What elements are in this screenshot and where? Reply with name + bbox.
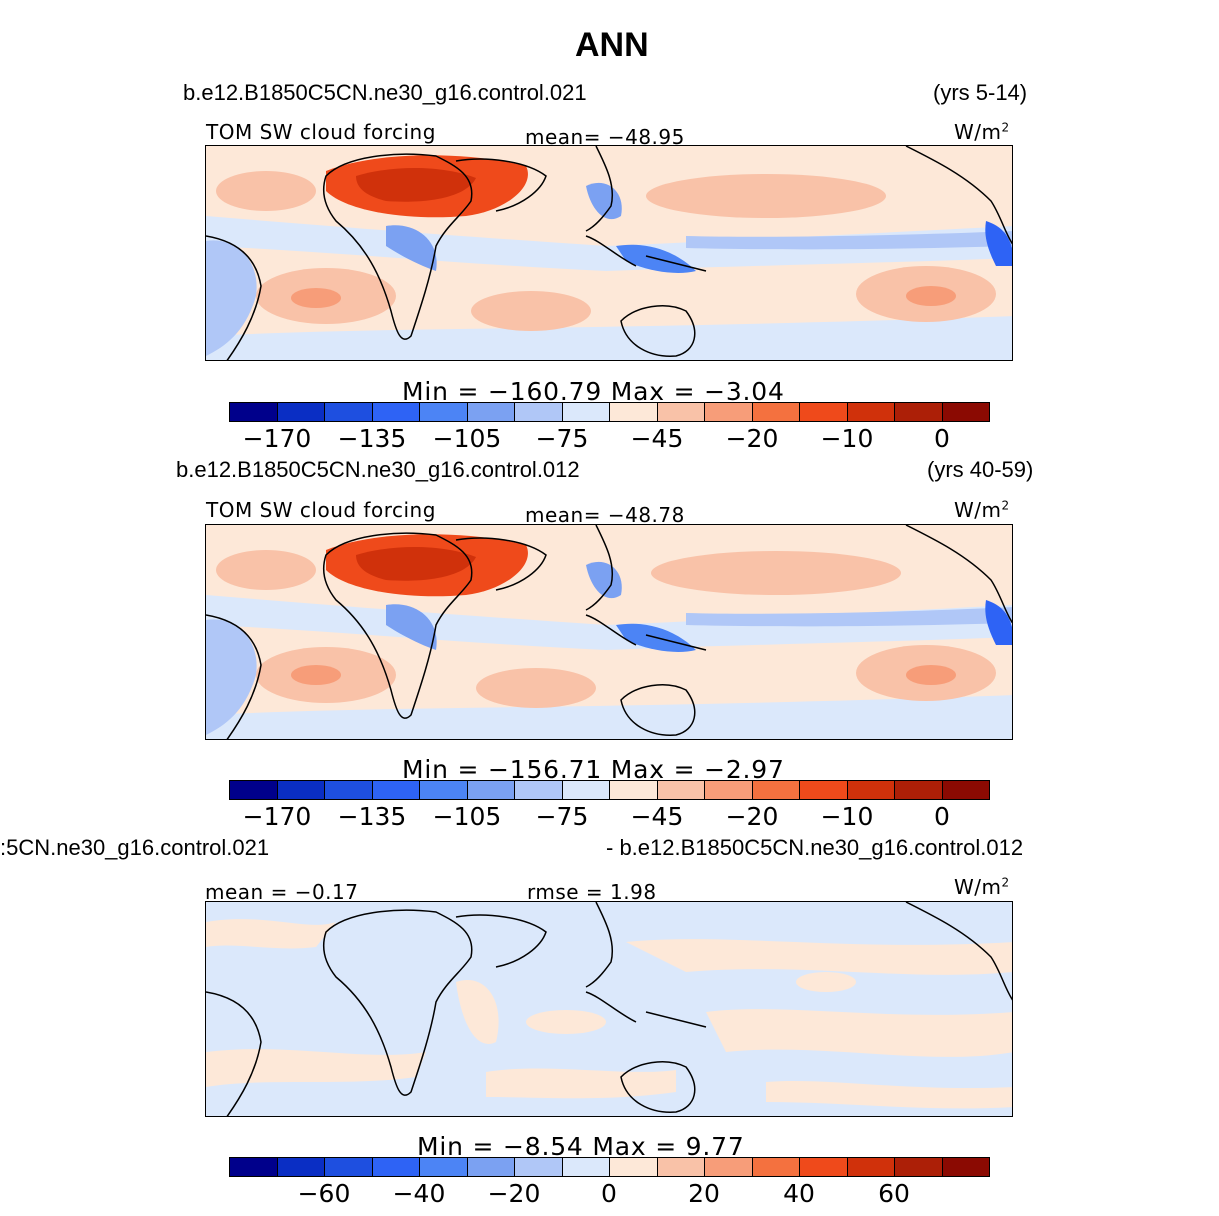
panel1-variable: TOM SW cloud forcing	[206, 120, 436, 144]
colorbar-swatch	[942, 781, 989, 799]
panel2-case-name: b.e12.B1850C5CN.ne30_g16.control.012	[176, 457, 580, 482]
colorbar-swatch	[895, 1158, 943, 1176]
colorbar-swatch	[562, 1158, 610, 1176]
panel3-tick: 20	[688, 1179, 720, 1208]
panel1-tick: −20	[725, 424, 779, 453]
panel2-variable: TOM SW cloud forcing	[206, 498, 436, 522]
panel2-units: W/m2	[954, 498, 1010, 522]
colorbar-swatch	[230, 781, 278, 799]
colorbar-swatch	[657, 1158, 705, 1176]
colorbar-swatch	[230, 1158, 278, 1176]
panel2-tick: −10	[820, 802, 874, 831]
panel3-minmax: Min = −8.54 Max = 9.77	[417, 1132, 745, 1161]
colorbar-swatch	[515, 1158, 563, 1176]
colorbar-swatch	[752, 403, 800, 421]
colorbar-swatch	[610, 1158, 658, 1176]
colorbar-swatch	[942, 1158, 989, 1176]
panel1-tick: −10	[820, 424, 874, 453]
colorbar-swatch	[800, 781, 848, 799]
colorbar-swatch	[895, 781, 943, 799]
colorbar-swatch	[562, 403, 610, 421]
panel1-tick: −105	[432, 424, 502, 453]
colorbar-swatch	[420, 781, 468, 799]
colorbar-swatch	[847, 781, 895, 799]
panel1-tick: −75	[535, 424, 589, 453]
colorbar-swatch	[942, 403, 989, 421]
colorbar-swatch	[325, 781, 373, 799]
colorbar-swatch	[277, 403, 325, 421]
panel2-tick: −75	[535, 802, 589, 831]
panel2-tick: −135	[337, 802, 407, 831]
colorbar-swatch	[325, 403, 373, 421]
panel3-rmse: rmse = 1.98	[527, 880, 657, 904]
panel3-tick: 0	[601, 1179, 617, 1208]
colorbar-swatch	[230, 403, 278, 421]
panel3-right-label: - b.e12.B1850C5CN.ne30_g16.control.012	[606, 835, 1024, 860]
colorbar-swatch	[467, 781, 515, 799]
colorbar-swatch	[562, 781, 610, 799]
panel2-years: (yrs 40-59)	[927, 457, 1034, 482]
figure-title: ANN	[575, 26, 649, 64]
panel2-colorbar	[229, 780, 990, 800]
colorbar-swatch	[420, 403, 468, 421]
panel2-tick: −170	[242, 802, 312, 831]
panel2-map	[205, 524, 1013, 740]
panel1-case-name: b.e12.B1850C5CN.ne30_g16.control.021	[183, 80, 587, 105]
colorbar-swatch	[752, 781, 800, 799]
panel3-tick: −60	[297, 1179, 351, 1208]
colorbar-swatch	[895, 403, 943, 421]
panel3-tick: 60	[878, 1179, 910, 1208]
colorbar-swatch	[277, 781, 325, 799]
panel2-tick: −20	[725, 802, 779, 831]
colorbar-swatch	[657, 781, 705, 799]
colorbar-swatch	[800, 1158, 848, 1176]
colorbar-swatch	[657, 403, 705, 421]
panel2-mean: mean= −48.78	[525, 503, 685, 527]
panel1-tick: −170	[242, 424, 312, 453]
panel1-tick: −45	[630, 424, 684, 453]
panel1-tick: 0	[934, 424, 950, 453]
colorbar-swatch	[372, 781, 420, 799]
panel1-units: W/m2	[954, 120, 1010, 144]
colorbar-swatch	[847, 1158, 895, 1176]
panel3-colorbar	[229, 1157, 990, 1177]
colorbar-swatch	[705, 1158, 753, 1176]
panel1-tick: −135	[337, 424, 407, 453]
panel3-mean: mean = −0.17	[205, 880, 359, 904]
panel2-tick: 0	[934, 802, 950, 831]
colorbar-swatch	[515, 781, 563, 799]
colorbar-swatch	[705, 403, 753, 421]
panel3-units: W/m2	[954, 875, 1010, 899]
colorbar-swatch	[800, 403, 848, 421]
colorbar-swatch	[277, 1158, 325, 1176]
colorbar-swatch	[372, 1158, 420, 1176]
colorbar-swatch	[610, 403, 658, 421]
panel2-tick: −45	[630, 802, 684, 831]
colorbar-swatch	[372, 403, 420, 421]
colorbar-swatch	[467, 1158, 515, 1176]
panel3-tick: −40	[392, 1179, 446, 1208]
colorbar-swatch	[325, 1158, 373, 1176]
panel1-minmax: Min = −160.79 Max = −3.04	[402, 377, 785, 406]
colorbar-swatch	[467, 403, 515, 421]
panel2-tick: −105	[432, 802, 502, 831]
colorbar-swatch	[610, 781, 658, 799]
colorbar-swatch	[752, 1158, 800, 1176]
panel1-colorbar	[229, 402, 990, 422]
panel1-map	[205, 145, 1013, 361]
colorbar-swatch	[705, 781, 753, 799]
panel3-tick: −20	[487, 1179, 541, 1208]
panel3-tick: 40	[783, 1179, 815, 1208]
colorbar-swatch	[420, 1158, 468, 1176]
panel2-minmax: Min = −156.71 Max = −2.97	[402, 755, 785, 784]
panel3-left-label: :5CN.ne30_g16.control.021	[0, 835, 270, 860]
panel1-years: (yrs 5-14)	[933, 80, 1028, 105]
panel3-map	[205, 901, 1013, 1117]
colorbar-swatch	[847, 403, 895, 421]
colorbar-swatch	[515, 403, 563, 421]
